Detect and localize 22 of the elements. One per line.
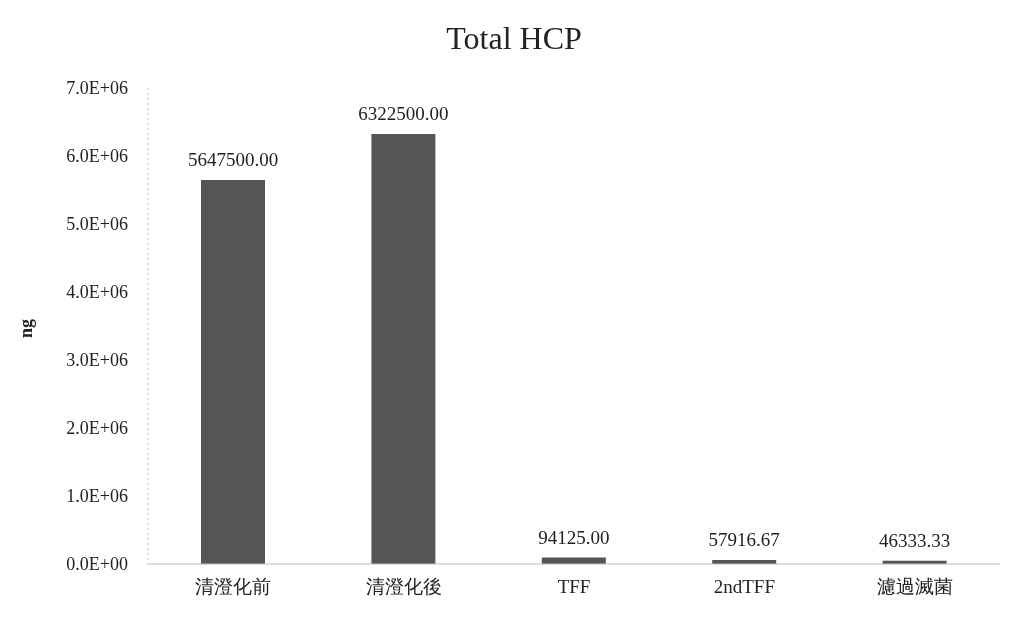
y-tick-label: 3.0E+06 — [66, 350, 128, 371]
x-tick-label: 清澄化前 — [195, 576, 272, 598]
x-tick-label: 濾過滅菌 — [876, 576, 953, 598]
x-tick-label: TFF — [557, 576, 591, 598]
bar — [201, 179, 265, 564]
y-tick-label: 4.0E+06 — [66, 282, 128, 303]
x-tick-label: 2ndTFF — [713, 576, 776, 598]
bar — [371, 134, 436, 564]
x-tick-label: 清澄化後 — [365, 576, 442, 598]
data-label: 5647500.00 — [187, 148, 279, 170]
y-tick-label: 1.0E+06 — [66, 486, 128, 507]
chart-title: Total HCP — [445, 20, 583, 57]
y-tick-label: 5.0E+06 — [66, 214, 128, 235]
data-label: 6322500.00 — [358, 103, 449, 125]
data-label: 46333.33 — [878, 529, 951, 551]
y-tick-label: 2.0E+06 — [66, 418, 128, 439]
data-label: 94125.00 — [538, 526, 610, 548]
y-tick-label: 7.0E+06 — [66, 78, 128, 99]
y-tick-label: 0.0E+00 — [66, 554, 128, 575]
y-tick-label: 6.0E+06 — [66, 146, 128, 167]
data-label: 57916.67 — [708, 529, 780, 551]
y-axis-title: ng — [15, 318, 37, 340]
